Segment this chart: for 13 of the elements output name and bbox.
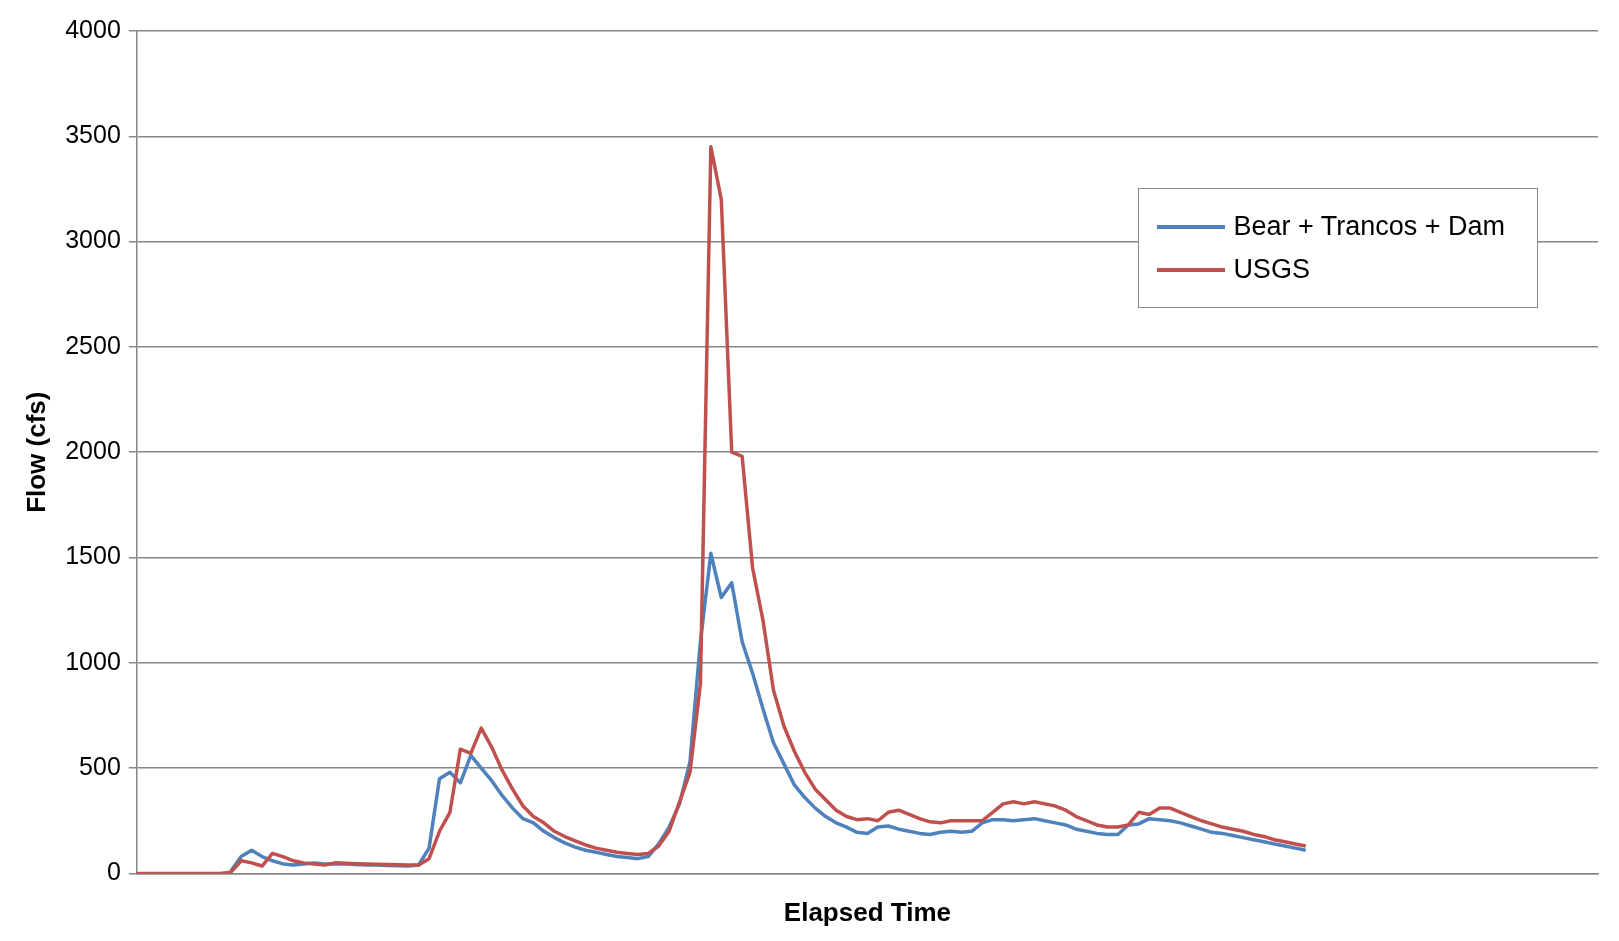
legend-label: Bear + Trancos + Dam <box>1233 211 1505 242</box>
y-tick-label: 3500 <box>65 120 121 149</box>
y-tick-label: 0 <box>106 857 121 886</box>
y-tick-label: 1500 <box>65 541 121 570</box>
y-tick-label: 2000 <box>65 436 121 465</box>
y-tick-label: 2500 <box>65 330 121 359</box>
legend-label: USGS <box>1233 254 1310 285</box>
y-tick-label: 3000 <box>65 225 121 254</box>
x-axis-title: Elapsed Time <box>783 896 951 927</box>
y-tick-label: 500 <box>79 751 121 780</box>
y-axis-title: Flow (cfs) <box>20 391 51 513</box>
y-tick-label: 1000 <box>65 646 121 675</box>
y-tick-label: 4000 <box>65 14 121 43</box>
